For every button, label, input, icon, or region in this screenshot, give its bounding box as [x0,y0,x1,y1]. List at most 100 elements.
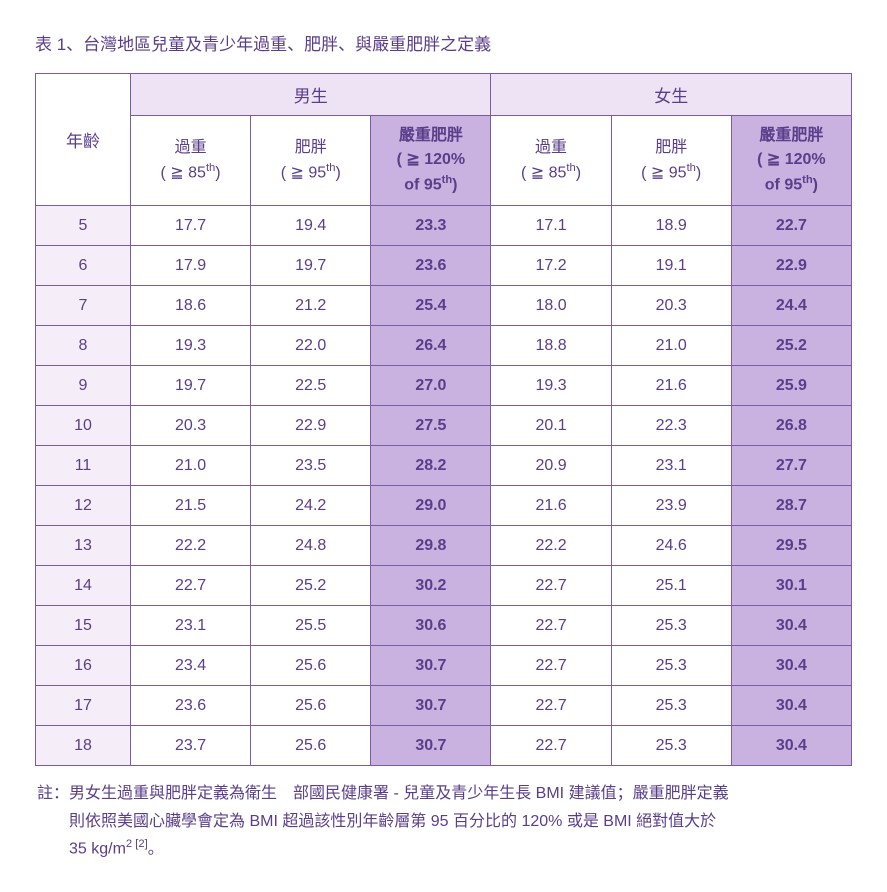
female-obese-cell: 25.3 [611,606,731,646]
male-obese-cell: 25.2 [251,566,371,606]
male-overweight-cell: 23.1 [131,606,251,646]
female-severe-cell: 30.4 [731,646,851,686]
female-severe-cell: 25.2 [731,326,851,366]
female-obese-cell: 20.3 [611,286,731,326]
male-overweight-cell: 17.9 [131,246,251,286]
age-header: 年齡 [36,74,131,206]
table-row: 819.322.026.418.821.025.2 [36,326,852,366]
male-overweight-cell: 21.5 [131,486,251,526]
female-obese-cell: 25.3 [611,686,731,726]
age-cell: 7 [36,286,131,326]
table-row: 718.621.225.418.020.324.4 [36,286,852,326]
male-obese-cell: 22.9 [251,406,371,446]
female-severe-cell: 22.7 [731,206,851,246]
table-row: 919.722.527.019.321.625.9 [36,366,852,406]
male-severe-cell: 30.7 [371,646,491,686]
male-obese-cell: 21.2 [251,286,371,326]
table-row: 1723.625.630.722.725.330.4 [36,686,852,726]
table-row: 1121.023.528.220.923.127.7 [36,446,852,486]
female-overweight-cell: 18.8 [491,326,611,366]
male-overweight-cell: 20.3 [131,406,251,446]
table-row: 1823.725.630.722.725.330.4 [36,726,852,766]
female-obese-cell: 24.6 [611,526,731,566]
male-obese-header: 肥胖 ( ≧ 95th) [251,116,371,206]
male-severe-cell: 29.8 [371,526,491,566]
male-overweight-header: 過重 ( ≧ 85th) [131,116,251,206]
male-obese-cell: 19.7 [251,246,371,286]
table-row: 617.919.723.617.219.122.9 [36,246,852,286]
female-header: 女生 [491,74,852,116]
female-severe-cell: 30.4 [731,686,851,726]
male-severe-cell: 27.0 [371,366,491,406]
female-overweight-cell: 22.7 [491,566,611,606]
female-overweight-cell: 20.9 [491,446,611,486]
female-obese-cell: 19.1 [611,246,731,286]
male-obese-cell: 25.6 [251,646,371,686]
female-obese-cell: 23.9 [611,486,731,526]
male-severe-cell: 30.7 [371,686,491,726]
male-severe-cell: 23.3 [371,206,491,246]
female-severe-cell: 30.1 [731,566,851,606]
female-obese-cell: 25.3 [611,646,731,686]
age-cell: 8 [36,326,131,366]
table-row: 1422.725.230.222.725.130.1 [36,566,852,606]
age-cell: 15 [36,606,131,646]
male-severe-cell: 23.6 [371,246,491,286]
female-overweight-cell: 22.7 [491,686,611,726]
table-row: 1523.125.530.622.725.330.4 [36,606,852,646]
male-overweight-cell: 22.2 [131,526,251,566]
age-cell: 11 [36,446,131,486]
age-cell: 12 [36,486,131,526]
male-obese-cell: 24.2 [251,486,371,526]
age-cell: 9 [36,366,131,406]
male-severe-cell: 25.4 [371,286,491,326]
table-body: 517.719.423.317.118.922.7617.919.723.617… [36,206,852,766]
male-overweight-cell: 19.3 [131,326,251,366]
female-obese-cell: 25.3 [611,726,731,766]
table-row: 517.719.423.317.118.922.7 [36,206,852,246]
male-overweight-cell: 23.7 [131,726,251,766]
female-overweight-header: 過重 ( ≧ 85th) [491,116,611,206]
female-obese-cell: 25.1 [611,566,731,606]
male-obese-cell: 19.4 [251,206,371,246]
female-overweight-cell: 22.7 [491,726,611,766]
male-header: 男生 [131,74,491,116]
male-severe-cell: 29.0 [371,486,491,526]
male-severe-header: 嚴重肥胖 ( ≧ 120% of 95th) [371,116,491,206]
female-severe-cell: 30.4 [731,726,851,766]
female-obese-cell: 21.0 [611,326,731,366]
age-cell: 5 [36,206,131,246]
age-cell: 16 [36,646,131,686]
female-obese-cell: 21.6 [611,366,731,406]
male-overweight-cell: 19.7 [131,366,251,406]
male-overweight-cell: 22.7 [131,566,251,606]
female-severe-cell: 22.9 [731,246,851,286]
male-severe-cell: 27.5 [371,406,491,446]
bmi-table: 年齡 男生 女生 過重 ( ≧ 85th) 肥胖 ( ≧ 95th) 嚴重肥胖 … [35,73,852,766]
age-cell: 13 [36,526,131,566]
male-obese-cell: 22.0 [251,326,371,366]
female-severe-cell: 26.8 [731,406,851,446]
female-overweight-cell: 22.7 [491,606,611,646]
male-severe-cell: 26.4 [371,326,491,366]
table-row: 1020.322.927.520.122.326.8 [36,406,852,446]
female-obese-cell: 18.9 [611,206,731,246]
male-overweight-cell: 21.0 [131,446,251,486]
female-overweight-cell: 17.2 [491,246,611,286]
female-overweight-cell: 22.2 [491,526,611,566]
male-obese-cell: 25.5 [251,606,371,646]
female-overweight-cell: 19.3 [491,366,611,406]
male-severe-cell: 28.2 [371,446,491,486]
male-overweight-cell: 18.6 [131,286,251,326]
female-severe-cell: 25.9 [731,366,851,406]
male-overweight-cell: 17.7 [131,206,251,246]
male-overweight-cell: 23.4 [131,646,251,686]
footnote: 註：男女生過重與肥胖定義為衛生 部國民健康署 - 兒童及青少年生長 BMI 建議… [35,780,852,862]
female-obese-cell: 23.1 [611,446,731,486]
female-severe-cell: 24.4 [731,286,851,326]
female-overweight-cell: 21.6 [491,486,611,526]
age-cell: 14 [36,566,131,606]
age-cell: 10 [36,406,131,446]
male-obese-cell: 25.6 [251,726,371,766]
male-obese-cell: 25.6 [251,686,371,726]
